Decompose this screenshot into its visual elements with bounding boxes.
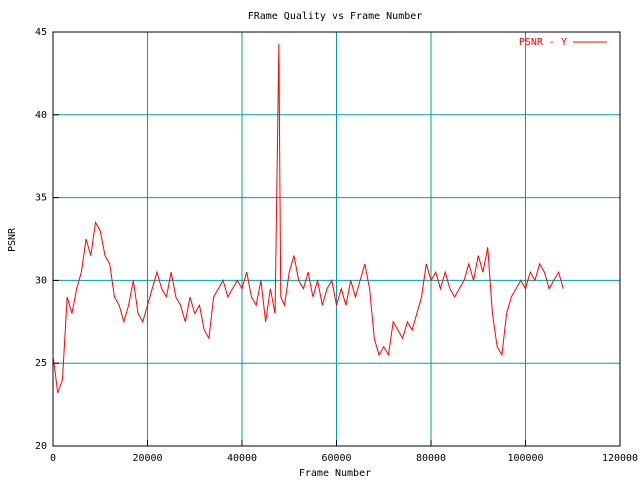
data-line (52, 43, 564, 394)
y-tick-label: 20 (35, 441, 47, 452)
x-tick-label: 0 (50, 453, 56, 464)
y-tick-label: 30 (35, 275, 47, 286)
x-tick-label: 120000 (602, 453, 638, 464)
x-tick-label: 60000 (321, 453, 351, 464)
x-tick-label: 100000 (507, 453, 543, 464)
legend-label: PSNR - Y (519, 37, 567, 48)
y-tick-label: 25 (35, 358, 47, 369)
y-tick-label: 40 (35, 110, 47, 121)
x-axis-label: Frame Number (299, 468, 371, 479)
y-tick-label: 45 (35, 27, 47, 38)
y-tick-label: 35 (35, 193, 47, 204)
x-tick-label: 20000 (132, 453, 162, 464)
x-tick-label: 80000 (416, 453, 446, 464)
chart-title: FRame Quality vs Frame Number (248, 11, 423, 22)
x-tick-label: 40000 (227, 453, 257, 464)
y-axis-label: PSNR (7, 227, 18, 252)
plot-frame (52, 31, 621, 447)
